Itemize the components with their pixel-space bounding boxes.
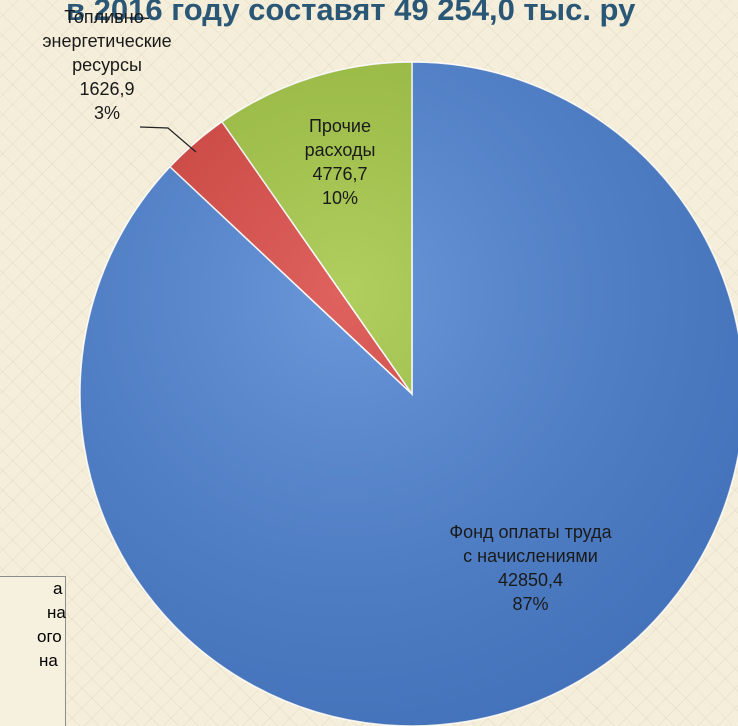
slice-label: Фонд оплаты труда с начислениями 42850,4… (448, 520, 613, 616)
note-line: ого (37, 627, 62, 646)
leader-line (139, 126, 197, 153)
label-name: Топливно-энергетические ресурсы (42, 7, 172, 75)
pie (79, 61, 738, 726)
chart-title: в 2016 году составят 49 254,0 тыс. ру (66, 0, 636, 27)
label-percent: 10% (321, 188, 359, 208)
note-line: на (39, 651, 58, 670)
label-percent: 87% (512, 594, 549, 614)
label-value: 4776,7 (312, 164, 368, 184)
label-name: Фонд оплаты труда с начислениями (449, 522, 612, 566)
note-box: а на ого на (0, 576, 66, 726)
slice-label: Топливно-энергетические ресурсы 1626,9 3… (18, 5, 196, 125)
note-line: а (53, 579, 63, 598)
note-line: на (47, 603, 66, 622)
label-percent: 3% (93, 103, 120, 123)
slice-label: Прочие расходы 4776,7 10% (290, 114, 390, 210)
label-value: 1626,9 (79, 79, 135, 99)
label-value: 42850,4 (497, 570, 564, 590)
label-name: Прочие расходы (304, 116, 376, 160)
